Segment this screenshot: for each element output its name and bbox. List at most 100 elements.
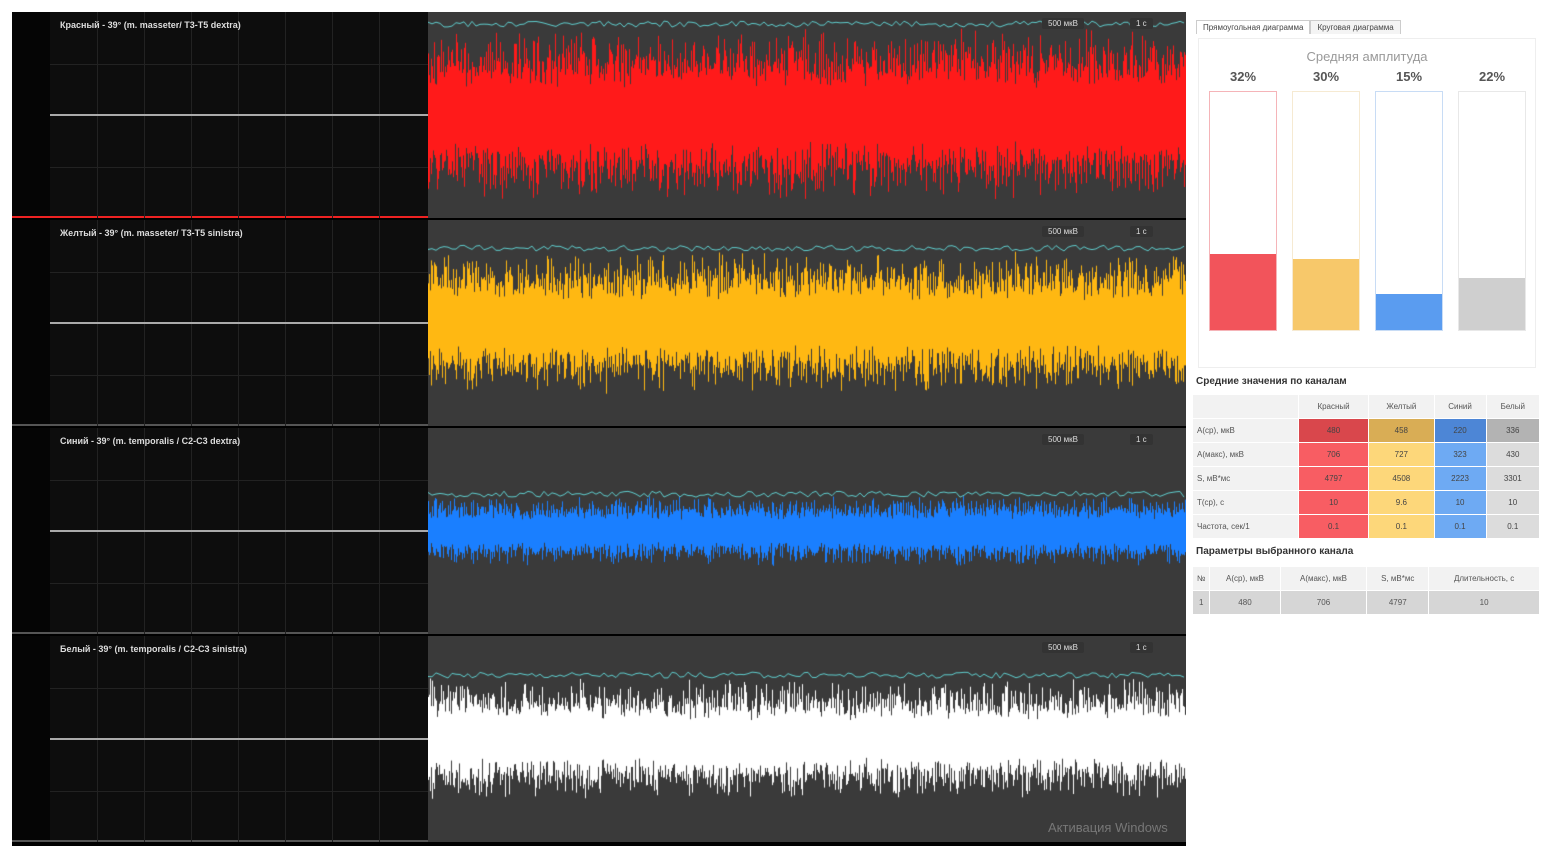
table-cell: 3301 xyxy=(1485,466,1541,491)
table-cell: 4797 xyxy=(1366,590,1430,615)
table-cell: 1 xyxy=(1191,590,1211,615)
y-axis xyxy=(12,220,50,424)
column-header: A(макс), мкВ xyxy=(1279,566,1368,591)
row-label: A(ср), мкВ xyxy=(1192,418,1299,443)
table-cell: 0.1 xyxy=(1297,514,1370,539)
table-row: S, мВ*мс 4797 4508 2223 3301 xyxy=(1192,466,1541,491)
tab-pie-chart[interactable]: Круговая диаграмма xyxy=(1310,20,1401,34)
grid-line xyxy=(50,790,428,792)
amplitude-bar xyxy=(1209,91,1277,331)
signal-waveform xyxy=(428,428,1186,634)
tab-bar-chart[interactable]: Прямоугольная диаграмма xyxy=(1196,20,1311,34)
amplitude-bar-chart: Средняя амплитуда 32% 30% 15% 22% xyxy=(1198,38,1536,368)
table-cell: 430 xyxy=(1485,442,1541,467)
avg-table-title: Средние значения по каналам xyxy=(1196,376,1347,387)
scale-label[interactable]: 500 мкВ xyxy=(1042,226,1084,237)
bar-percent-label: 32% xyxy=(1229,69,1257,84)
row-label: S, мВ*мс xyxy=(1192,466,1299,491)
column-header: Белый xyxy=(1485,394,1541,419)
y-axis xyxy=(12,428,50,632)
time-label[interactable]: 1 с xyxy=(1130,18,1153,29)
amplitude-bar xyxy=(1375,91,1443,331)
time-label[interactable]: 1 с xyxy=(1130,642,1153,653)
channel-title: Желтый - 39° (m. masseter/ T3-T5 sinistr… xyxy=(60,228,243,238)
table-row[interactable]: 1 480 706 4797 10 xyxy=(1191,590,1540,615)
table-cell: 10 xyxy=(1428,590,1540,615)
table-cell: 480 xyxy=(1209,590,1281,615)
row-label: T(ср), с xyxy=(1192,490,1299,515)
table-cell: 0.1 xyxy=(1433,514,1487,539)
grid-line xyxy=(50,166,428,168)
column-header xyxy=(1192,394,1299,419)
selected-channel-table: № A(ср), мкВ A(макс), мкВ S, мВ*мс Длительно… xyxy=(1191,566,1540,615)
bar-fill xyxy=(1459,277,1525,330)
table-cell: 323 xyxy=(1433,442,1487,467)
amplitude-bar xyxy=(1292,91,1360,331)
channel-0[interactable]: 5002500-250-500Красный - 39° (m. massete… xyxy=(12,12,1186,219)
selected-table-title: Параметры выбранного канала xyxy=(1196,546,1354,557)
grid-line xyxy=(50,63,428,65)
column-header: Длительность, с xyxy=(1428,566,1540,591)
row-label: A(макс), мкВ xyxy=(1192,442,1299,467)
bar-fill xyxy=(1376,294,1442,330)
right-panel: Прямоугольная диаграмма Круговая диаграм… xyxy=(1188,10,1546,630)
signal-waveform xyxy=(428,220,1186,426)
time-label[interactable]: 1 с xyxy=(1130,434,1153,445)
table-cell: 220 xyxy=(1433,418,1487,443)
channel-2[interactable]: 5002500-250-500Синий - 39° (m. temporali… xyxy=(12,428,1186,635)
channel-title: Красный - 39° (m. masseter/ T3-T5 dextra… xyxy=(60,20,241,30)
table-cell: 9.6 xyxy=(1368,490,1435,515)
bar-percent-label: 22% xyxy=(1478,69,1506,84)
table-cell: 480 xyxy=(1297,418,1370,443)
zero-line xyxy=(50,738,428,740)
zero-line xyxy=(50,114,428,116)
row-label: Частота, сек/1 xyxy=(1192,514,1299,539)
grid-line xyxy=(50,687,428,689)
table-cell: 336 xyxy=(1485,418,1541,443)
column-header: Синий xyxy=(1433,394,1487,419)
emg-plots: 5002500-250-500Красный - 39° (m. massete… xyxy=(12,12,1186,846)
grid-line xyxy=(50,582,428,584)
column-header: S, мВ*мс xyxy=(1366,566,1430,591)
table-cell: 2223 xyxy=(1433,466,1487,491)
table-cell: 706 xyxy=(1279,590,1368,615)
avg-values-table: Красный Желтый Синий Белый A(ср), мкВ 480 458 2… xyxy=(1192,394,1541,539)
column-header: Желтый xyxy=(1368,394,1435,419)
y-axis xyxy=(12,12,50,216)
table-cell: 458 xyxy=(1368,418,1435,443)
scale-label[interactable]: 500 мкВ xyxy=(1042,642,1084,653)
scale-label[interactable]: 500 мкВ xyxy=(1042,18,1084,29)
table-row: Частота, сек/1 0.1 0.1 0.1 0.1 xyxy=(1192,514,1541,539)
channel-title: Белый - 39° (m. temporalis / C2-C3 sinis… xyxy=(60,644,248,654)
channel-3[interactable]: 5002500-250-500Белый - 39° (m. temporali… xyxy=(12,636,1186,843)
table-cell: 4508 xyxy=(1368,466,1435,491)
table-cell: 0.1 xyxy=(1368,514,1435,539)
table-cell: 727 xyxy=(1368,442,1435,467)
table-row: A(макс), мкВ 706 727 323 430 xyxy=(1192,442,1541,467)
grid-line xyxy=(50,374,428,376)
grid-line xyxy=(50,479,428,481)
scale-label[interactable]: 500 мкВ xyxy=(1042,434,1084,445)
zero-line xyxy=(50,530,428,532)
channel-1[interactable]: 5002500-250-500Желтый - 39° (m. masseter… xyxy=(12,220,1186,427)
bar-percent-label: 15% xyxy=(1395,69,1423,84)
table-cell: 10 xyxy=(1485,490,1541,515)
signal-waveform xyxy=(428,12,1186,218)
table-row: T(ср), с 10 9.6 10 10 xyxy=(1192,490,1541,515)
table-cell: 10 xyxy=(1297,490,1370,515)
bar-fill xyxy=(1293,258,1359,330)
table-cell: 10 xyxy=(1433,490,1487,515)
windows-activation-watermark: Активация Windows xyxy=(1048,820,1168,835)
time-label[interactable]: 1 с xyxy=(1130,226,1153,237)
signal-waveform xyxy=(428,636,1186,842)
chart-title: Средняя амплитуда xyxy=(1306,49,1428,64)
chart-tabs: Прямоугольная диаграмма Круговая диаграм… xyxy=(1188,10,1546,34)
table-cell: 4797 xyxy=(1297,466,1370,491)
bar-fill xyxy=(1210,253,1276,330)
zero-line xyxy=(50,322,428,324)
column-header: № xyxy=(1191,566,1211,591)
table-cell: 0.1 xyxy=(1485,514,1541,539)
table-row: A(ср), мкВ 480 458 220 336 xyxy=(1192,418,1541,443)
channel-title: Синий - 39° (m. temporalis / C2-C3 dextr… xyxy=(60,436,241,446)
y-axis xyxy=(12,636,50,840)
